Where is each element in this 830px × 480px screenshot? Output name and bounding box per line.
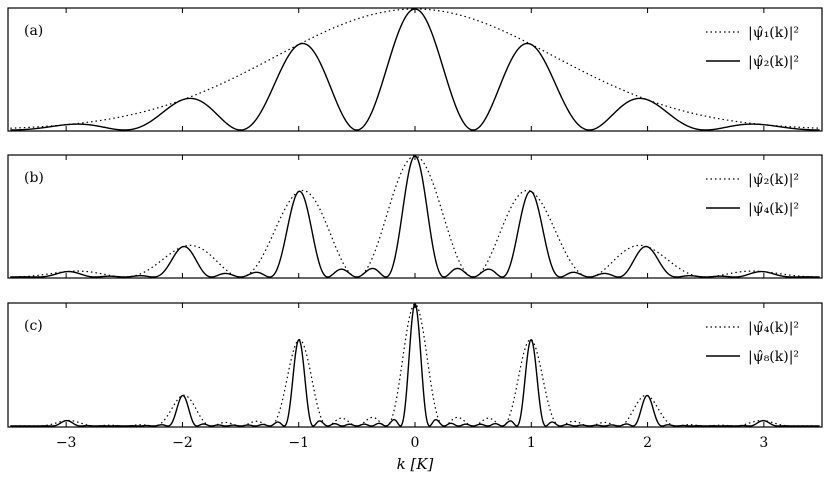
panel-label: (a) bbox=[24, 23, 43, 39]
series-line-dotted bbox=[10, 8, 820, 129]
x-tick-labels: −3 −2 −1 0 1 2 3 bbox=[56, 435, 768, 451]
legend: |ψ̂₄(k)|² |ψ̂₈(k)|² bbox=[706, 320, 799, 365]
panel-2: (c) |ψ̂₄(k)|² |ψ̂₈(k)|² bbox=[7, 302, 823, 428]
legend-label: |ψ̂₂(k)|² bbox=[748, 172, 799, 188]
x-tick-label: −1 bbox=[288, 435, 309, 451]
legend: |ψ̂₂(k)|² |ψ̂₄(k)|² bbox=[706, 172, 799, 217]
legend-label: |ψ̂₁(k)|² bbox=[748, 25, 799, 41]
legend-label: |ψ̂₈(k)|² bbox=[748, 349, 799, 365]
x-tick-label: 2 bbox=[643, 435, 652, 451]
panel-0: (a) |ψ̂₁(k)|² |ψ̂₂(k)|² bbox=[7, 7, 823, 132]
x-tick-label: 1 bbox=[527, 435, 536, 451]
x-tick-label: 3 bbox=[759, 435, 768, 451]
axes-frame bbox=[7, 154, 823, 279]
series-line-solid bbox=[10, 8, 820, 131]
panel-1: (b) |ψ̂₂(k)|² |ψ̂₄(k)|² bbox=[7, 154, 823, 279]
x-axis-label: k [K] bbox=[397, 455, 434, 473]
legend-label: |ψ̂₄(k)|² bbox=[748, 201, 799, 217]
x-tick-label: −2 bbox=[172, 435, 193, 451]
legend-label: |ψ̂₂(k)|² bbox=[748, 54, 799, 70]
series-line-dotted bbox=[10, 303, 820, 427]
axes-frame bbox=[7, 302, 823, 428]
series-line-dotted bbox=[10, 155, 820, 278]
series-line-solid bbox=[10, 302, 820, 427]
legend: |ψ̂₁(k)|² |ψ̂₂(k)|² bbox=[706, 25, 799, 70]
series-line-solid bbox=[10, 155, 820, 278]
x-tick-label: −3 bbox=[56, 435, 77, 451]
x-tick-label: 0 bbox=[411, 435, 420, 451]
panel-label: (c) bbox=[24, 318, 43, 334]
panel-label: (b) bbox=[24, 170, 44, 186]
legend-label: |ψ̂₄(k)|² bbox=[748, 320, 799, 336]
panels: (a) |ψ̂₁(k)|² |ψ̂₂(k)|² (b) |ψ̂₂(k)|² |ψ̂₄(k)… bbox=[7, 7, 823, 428]
axes-frame bbox=[7, 7, 823, 132]
